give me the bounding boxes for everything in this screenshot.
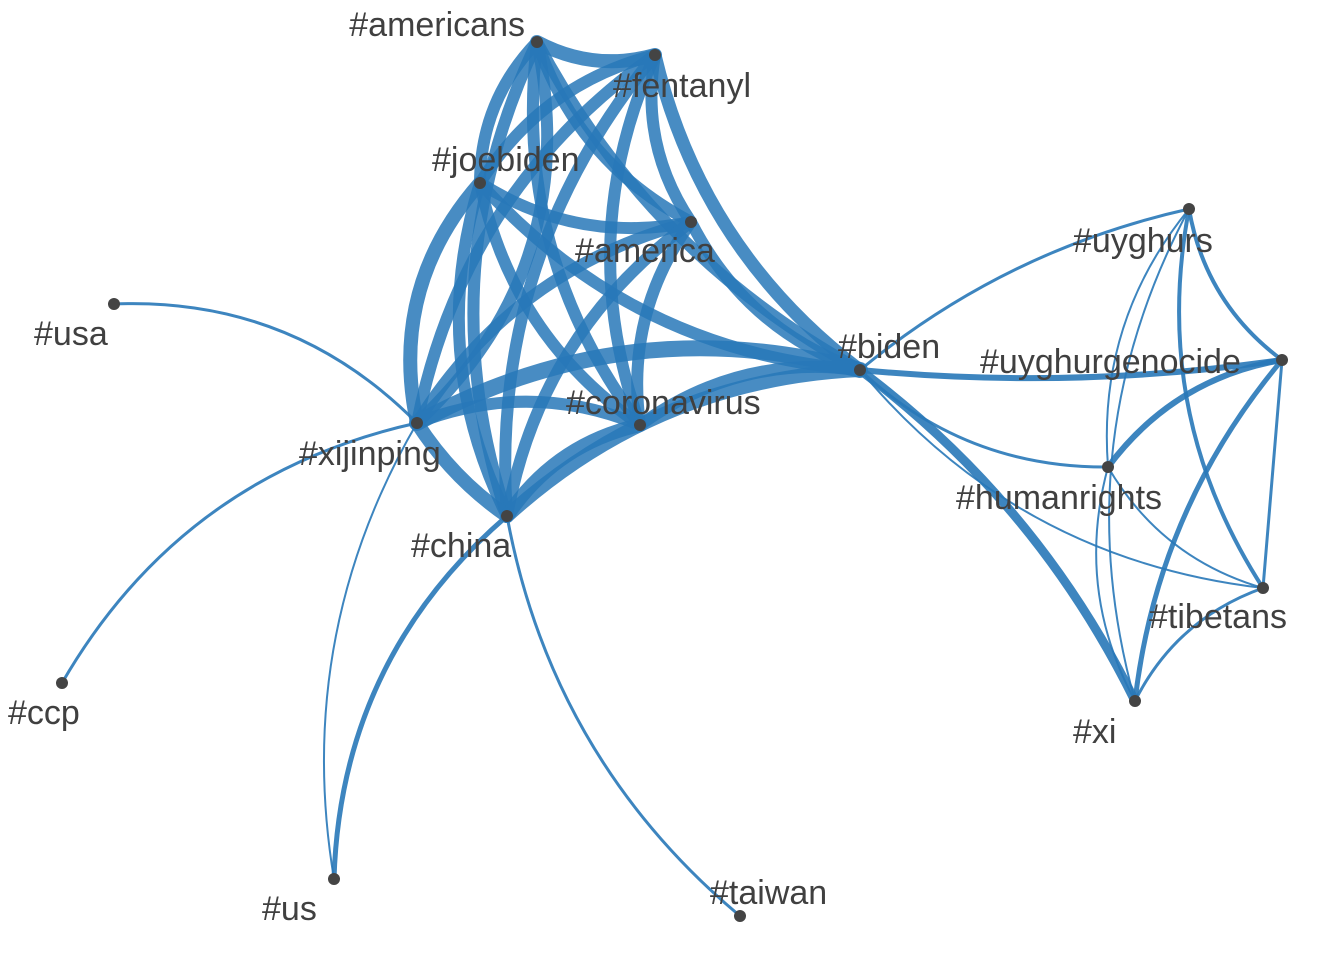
edge-uyghurs-xi [1108, 208, 1190, 702]
edge-biden-tibetans [859, 369, 1264, 589]
edge-us-china [331, 513, 510, 882]
edge-biden-xi [855, 365, 1140, 706]
edge-usa-xijinping [112, 302, 419, 425]
edge-biden-xijinping [409, 340, 868, 431]
edges-layer [60, 35, 1285, 918]
node-label-xi: #xi [1073, 713, 1116, 751]
node-coronavirus [634, 419, 646, 431]
node-label-us: #us [262, 890, 317, 928]
edge-coronavirus-china [500, 418, 647, 523]
edge-biden-uyghurs [858, 207, 1191, 372]
node-xijinping [411, 417, 423, 429]
edge-humanrights-xi [1095, 466, 1136, 702]
edge-uyghurgenocide-tibetans [1261, 358, 1284, 590]
edge-humanrights-tibetans [1107, 466, 1264, 589]
node-tibetans [1257, 582, 1269, 594]
edge-biden-humanrights [858, 368, 1110, 469]
edge-america-coronavirus [631, 216, 697, 431]
node-joebiden [474, 177, 486, 189]
node-label-america: #america [575, 232, 715, 270]
node-label-tibetans: #tibetans [1149, 598, 1287, 636]
edge-america-xijinping [411, 216, 697, 429]
node-uyghurs [1183, 203, 1195, 215]
edge-uyghurs-uyghurgenocide [1187, 207, 1284, 362]
edge-fentanyl-coronavirus [604, 49, 661, 431]
edge-joebiden-china [452, 177, 513, 522]
node-china [501, 510, 513, 522]
node-label-fentanyl: #fentanyl [613, 67, 751, 105]
node-label-uyghurgenocide: #uyghurgenocide [980, 343, 1241, 381]
node-label-coronavirus: #coronavirus [566, 384, 761, 422]
edge-ccp-xijinping [60, 421, 419, 685]
edge-joebiden-xijinping [403, 176, 487, 430]
node-label-humanrights: #humanrights [956, 479, 1162, 517]
edge-biden-uyghurgenocide [857, 357, 1285, 382]
node-uyghurgenocide [1276, 354, 1288, 366]
node-label-taiwan: #taiwan [710, 874, 827, 912]
node-label-china: #china [411, 527, 511, 565]
node-label-biden: #biden [838, 328, 940, 366]
edge-uyghurs-humanrights [1105, 208, 1190, 468]
node-america [685, 216, 697, 228]
edge-fentanyl-china [499, 49, 661, 522]
edge-biden-china [500, 363, 867, 523]
labels-layer: #americans #fentanyl #joebiden #america #bid… [8, 6, 1287, 928]
edge-fentanyl-biden [648, 48, 867, 377]
node-label-joebiden: #joebiden [432, 141, 579, 179]
edge-uyghurgenocide-humanrights [1105, 357, 1285, 470]
edge-americans-china [467, 36, 543, 522]
node-us [328, 873, 340, 885]
node-humanrights [1102, 461, 1114, 473]
edge-uyghurgenocide-xi [1132, 357, 1285, 704]
node-xi [1129, 695, 1141, 707]
node-label-xijinping: #xijinping [299, 435, 441, 473]
edge-fentanyl-joebiden [474, 49, 661, 189]
edge-us-xijinping [323, 422, 418, 880]
node-usa [108, 298, 120, 310]
node-label-uyghurs: #uyghurs [1073, 222, 1213, 260]
edge-taiwan-china [505, 514, 742, 918]
node-label-usa: #usa [34, 315, 108, 353]
nodes-layer [56, 36, 1288, 922]
node-biden [854, 364, 866, 376]
node-americans [531, 36, 543, 48]
edge-uyghurs-tibetans [1177, 207, 1265, 590]
node-label-americans: #americans [349, 6, 525, 44]
edge-fentanyl-xijinping [411, 49, 661, 429]
edge-america-china [501, 216, 697, 522]
node-label-ccp: #ccp [8, 694, 80, 732]
edge-xijinping-china [410, 416, 514, 523]
node-ccp [56, 677, 68, 689]
edge-joebiden-coronavirus [474, 177, 646, 431]
node-fentanyl [649, 49, 661, 61]
edge-tibetans-xi [1133, 586, 1265, 703]
edge-coronavirus-xijinping [411, 395, 646, 431]
node-taiwan [734, 910, 746, 922]
